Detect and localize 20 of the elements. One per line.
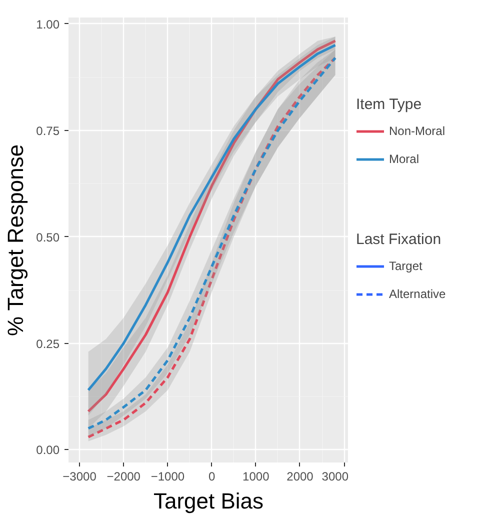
- x-axis-title: Target Bias: [153, 488, 264, 514]
- text: Target: [389, 259, 422, 273]
- legend-label: Moral: [389, 152, 420, 166]
- x-tick-label: −1000: [150, 470, 185, 484]
- x-tick-label: 1000: [242, 470, 270, 484]
- x-tick-label: 0: [208, 470, 216, 484]
- x-tick-label: −2000: [106, 470, 141, 484]
- legend-label: Non-Moral: [389, 124, 446, 138]
- y-tick-label: 0.50: [36, 230, 60, 244]
- text: Alternative: [389, 287, 446, 301]
- y-tick-label: 0.00: [36, 443, 60, 458]
- y-axis-title: % Target Response: [3, 144, 28, 336]
- x-tick-label: −3000: [62, 470, 97, 484]
- text: Last Fixation: [356, 231, 442, 248]
- x-tick-label: 3000: [322, 470, 349, 484]
- y-tick-label: 0.75: [36, 124, 60, 138]
- y-tick-label: 1.00: [36, 17, 60, 32]
- legend-title: Item Type: [356, 96, 423, 113]
- y-tick-label: 0.25: [36, 336, 60, 351]
- x-tick-label: 2000: [286, 470, 314, 484]
